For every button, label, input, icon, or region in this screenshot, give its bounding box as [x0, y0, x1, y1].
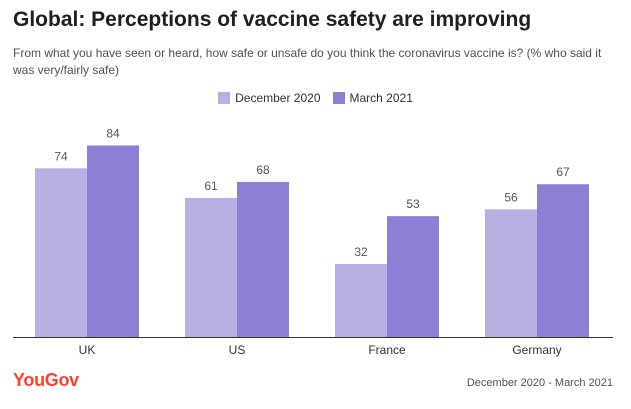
x-tick-label-germany: Germany: [512, 343, 561, 357]
legend-swatch-december-2020: [218, 92, 231, 104]
bar-france-march-2021: [387, 216, 439, 337]
data-label-france-december-2020: 32: [354, 245, 368, 259]
data-label-germany-march-2021: 67: [556, 165, 570, 179]
chart-title: Global: Perceptions of vaccine safety ar…: [13, 8, 532, 31]
date-range-label: December 2020 - March 2021: [466, 377, 613, 389]
x-tick-label-france: France: [368, 343, 406, 357]
x-tick-label-us: US: [229, 343, 246, 357]
legend-swatch-march-2021: [332, 92, 345, 104]
legend-item-march-2021: March 2021: [332, 91, 413, 105]
bar-germany-december-2020: [485, 209, 537, 337]
data-label-uk-december-2020: 74: [54, 149, 68, 163]
data-label-france-march-2021: 53: [406, 197, 420, 211]
data-label-us-march-2021: 68: [256, 163, 270, 177]
bar-germany-march-2021: [537, 184, 589, 337]
data-label-germany-december-2020: 56: [504, 190, 518, 204]
legend-label-december-2020: December 2020: [235, 91, 321, 105]
bar-uk-december-2020: [35, 168, 87, 337]
chart-subtitle: From what you have seen or heard, how sa…: [13, 46, 602, 77]
bar-us-december-2020: [185, 197, 237, 337]
legend-label-march-2021: March 2021: [349, 91, 413, 105]
x-tick-label-uk: UK: [79, 343, 96, 357]
chart-legend: December 2020 March 2021: [0, 91, 631, 105]
data-label-us-december-2020: 61: [204, 179, 218, 193]
bar-uk-march-2021: [87, 145, 139, 337]
legend-item-december-2020: December 2020: [218, 91, 321, 105]
yougov-logo: YouGov: [13, 370, 79, 390]
bar-us-march-2021: [237, 181, 289, 337]
data-label-uk-march-2021: 84: [106, 126, 120, 140]
bar-france-december-2020: [335, 264, 387, 337]
